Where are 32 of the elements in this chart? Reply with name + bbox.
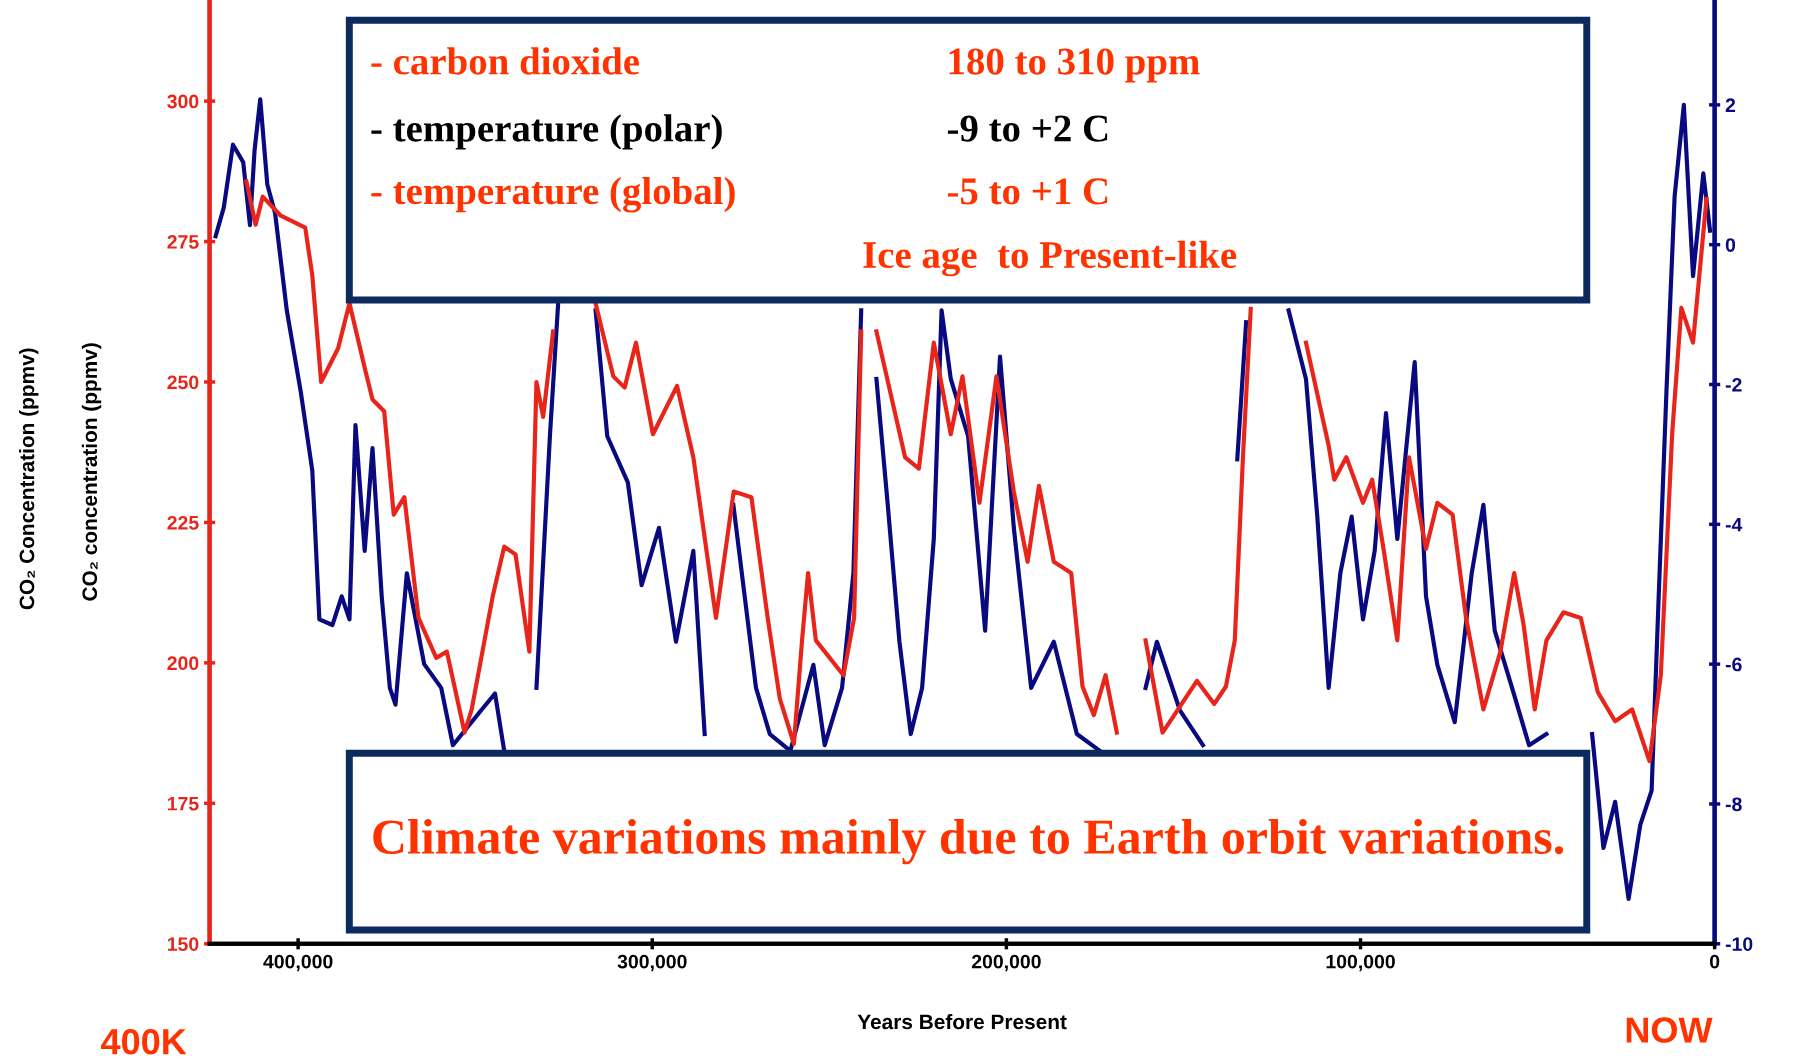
- y-tick-label: 275: [167, 235, 199, 249]
- y-tick-label: 200: [167, 656, 199, 671]
- x-tick-label: 200,000: [971, 954, 1041, 972]
- y-tick-label: 175: [167, 796, 199, 811]
- x-tick-label: 300,000: [617, 954, 687, 972]
- annotation: Ice age to Present-like: [863, 240, 1237, 277]
- text: CO₂ Concentration (ppmv): [19, 348, 39, 610]
- y2-tick-label: 0: [1725, 238, 1736, 252]
- x-tick-label: 0: [1710, 954, 1720, 969]
- annotation: - temperature (global): [371, 176, 735, 213]
- annotation: -9 to +2 C: [947, 115, 1108, 142]
- x-tick-label: 100,000: [1326, 954, 1395, 972]
- y2-tick-label: -6: [1725, 657, 1742, 672]
- text: NOW: [1626, 1017, 1713, 1043]
- y-axis-title: CO₂ concentration (ppmv): [81, 343, 102, 601]
- y-tick-label: 150: [167, 937, 199, 951]
- annotation: Climate variations mainly due to Earth orbit variations.: [373, 818, 1564, 865]
- annotation: -5 to +1 C: [947, 178, 1108, 205]
- annotation: - temperature (polar): [371, 114, 722, 150]
- text: 400K: [101, 1028, 187, 1055]
- y-tick-label: 300: [167, 94, 199, 109]
- annotation: 180 to 310 ppm: [949, 48, 1200, 83]
- y-tick-label: 225: [167, 515, 199, 530]
- annotation: - carbon dioxide: [371, 47, 640, 75]
- y2-tick-label: -10: [1725, 937, 1753, 951]
- y-tick-label: 250: [167, 375, 199, 390]
- y2-tick-label: -8: [1725, 797, 1742, 812]
- x-tick-label: 400,000: [263, 954, 333, 972]
- y2-tick-label: -4: [1725, 517, 1743, 532]
- y2-tick-label: 2: [1725, 98, 1736, 112]
- y2-tick-label: -2: [1725, 377, 1742, 392]
- x-axis-title: Years Before Present: [857, 1013, 1067, 1030]
